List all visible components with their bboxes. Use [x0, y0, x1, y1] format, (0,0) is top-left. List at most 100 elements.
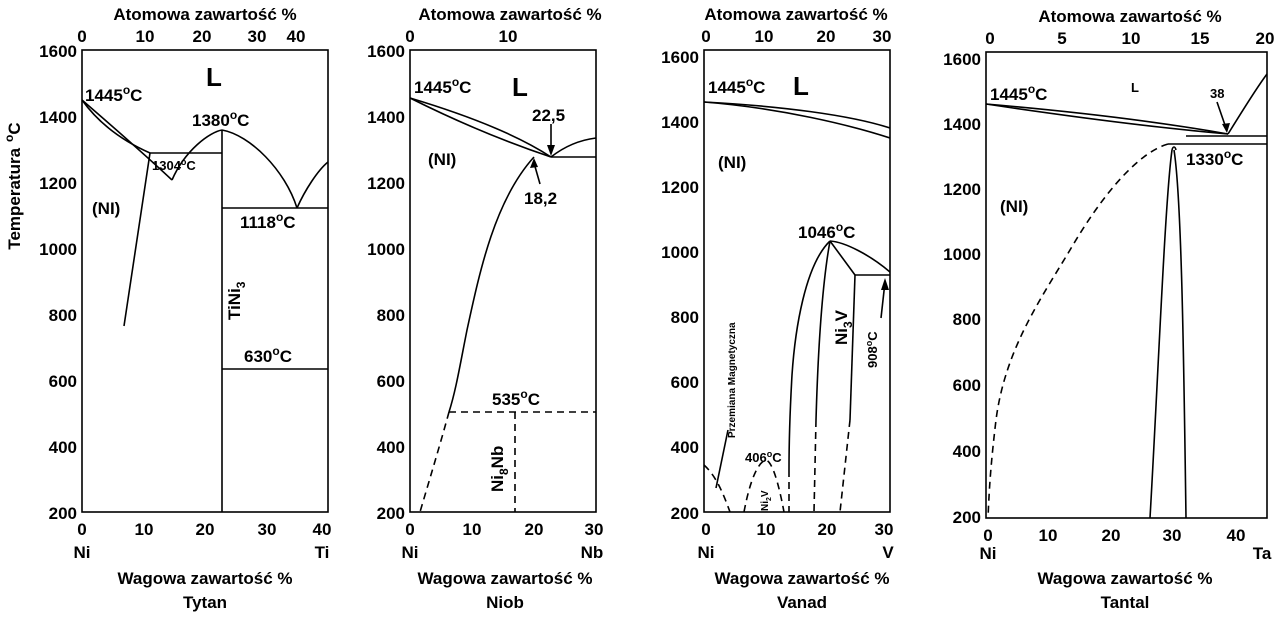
solidus-left: [81, 99, 151, 154]
top-tick: 10: [136, 27, 155, 46]
top-tick: 10: [755, 27, 774, 46]
y-tick-labels: 1600 1400 1200 1000 800 600 400 200: [367, 42, 405, 523]
liquidus: [409, 97, 552, 158]
y-tick-600: 600: [377, 372, 405, 391]
solvus-dashed: [987, 143, 1169, 519]
bottom-tick: 30: [258, 520, 277, 539]
top-tick: 10: [1122, 29, 1141, 48]
y-tick-1600: 1600: [39, 42, 77, 61]
bottom-tick: 30: [875, 520, 894, 539]
bottom-tick: 30: [1163, 526, 1182, 545]
y-tick-1400: 1400: [367, 108, 405, 127]
bottom-tick-labels: 0 10 20 30 40: [77, 520, 331, 539]
y-tick-400: 400: [49, 438, 77, 457]
label-liquid: L: [206, 62, 222, 92]
arrow-head: [881, 278, 889, 290]
top-tick: 5: [1057, 29, 1066, 48]
ni3v-right: [849, 274, 856, 421]
y-tick-1600: 1600: [661, 48, 699, 67]
label-ni-phase: (NI): [718, 153, 746, 172]
y-tick-1000: 1000: [661, 243, 699, 262]
compound-left: [1149, 149, 1173, 519]
panel-niob: 1600 1400 1200 1000 800 600 400 200 Atom…: [367, 5, 603, 612]
label-1118: 1118oC: [240, 210, 296, 232]
y-tick-200: 200: [49, 504, 77, 523]
bottom-tick-labels: 0 10 20 30: [405, 520, 603, 539]
label-1304: 1304oC: [152, 157, 196, 173]
bottom-tick: 10: [1039, 526, 1058, 545]
arrow-38: [1216, 101, 1227, 129]
ni3v-right-top: [829, 240, 856, 276]
label-1380: 1380oC: [192, 108, 249, 130]
label-ni3v: Ni3V: [832, 309, 855, 345]
liquidus-right-b: [296, 161, 329, 209]
label-liquid: L: [1131, 80, 1139, 95]
top-tick: 30: [248, 27, 267, 46]
y-tick-1600: 1600: [943, 50, 981, 69]
y-tick-1000: 1000: [367, 240, 405, 259]
label-1445: 1445oC: [990, 82, 1047, 104]
top-axis-title: Atomowa zawartość %: [1038, 7, 1221, 26]
y-tick-1400: 1400: [943, 115, 981, 134]
y-tick-200: 200: [377, 504, 405, 523]
ni2v-dome: [743, 459, 785, 513]
bottom-axis-title: Wagowa zawartość %: [1037, 569, 1212, 588]
top-tick-labels: 0 5 10 15 20: [985, 29, 1274, 48]
label-1445: 1445oC: [708, 75, 765, 97]
y-tick-1000: 1000: [39, 240, 77, 259]
plot-frame: [703, 49, 891, 513]
top-tick: 10: [499, 27, 518, 46]
left-element-symbol: Ni: [698, 543, 715, 562]
label-535: 535oC: [492, 387, 540, 409]
arrow-head: [530, 158, 538, 168]
y-tick-1200: 1200: [39, 174, 77, 193]
label-ni2v: Ni2V: [760, 490, 773, 511]
y-tick-1400: 1400: [661, 113, 699, 132]
y-tick-1600: 1600: [367, 42, 405, 61]
bottom-axis-title: Wagowa zawartość %: [117, 569, 292, 588]
arrow-magnetic: [715, 429, 729, 489]
solidus: [985, 103, 1229, 135]
bottom-tick: 0: [983, 526, 992, 545]
right-element-symbol: Ta: [1253, 544, 1272, 563]
arrow-head: [547, 145, 555, 156]
bottom-tick-labels: 0 10 20 30: [701, 520, 893, 539]
plot-frame: [409, 49, 597, 513]
liquidus-left: [81, 99, 173, 181]
y-tick-1200: 1200: [661, 178, 699, 197]
top-tick: 15: [1191, 29, 1210, 48]
y-tick-600: 600: [49, 372, 77, 391]
y-tick-1000: 1000: [943, 245, 981, 264]
solvus: [448, 156, 535, 413]
svg-text:TemperaturaoC: TemperaturaoC: [2, 122, 24, 249]
top-tick: 20: [817, 27, 836, 46]
liquidus-right-a: [221, 129, 298, 209]
y-tick-1200: 1200: [367, 174, 405, 193]
y-tick-800: 800: [671, 308, 699, 327]
ni3v-inner-left-low: [813, 419, 817, 513]
label-ni8nb: Ni8Nb: [488, 446, 511, 492]
panel-tytan: 1600 1400 1200 1000 800 600 400 200 Atom…: [39, 5, 331, 612]
ni3v-right-low: [839, 419, 851, 513]
label-38: 38: [1210, 86, 1224, 101]
label-406: 406oC: [745, 449, 782, 465]
solvus-low: [419, 411, 450, 513]
bottom-tick: 20: [818, 520, 837, 539]
y-tick-400: 400: [377, 438, 405, 457]
svg-text:Ni2V: Ni2V: [760, 490, 773, 511]
label-liquid: L: [512, 72, 528, 102]
svg-text:Ni3V: Ni3V: [832, 309, 855, 345]
label-ni-phase: (NI): [92, 199, 120, 218]
element-name: Tytan: [183, 593, 227, 612]
element-name: Tantal: [1101, 593, 1150, 612]
top-tick-labels: 0 10: [405, 27, 517, 46]
top-tick: 0: [405, 27, 414, 46]
svg-text:TiNi3: TiNi3: [225, 281, 248, 320]
top-tick: 20: [193, 27, 212, 46]
panel-tantal: 1600 1400 1200 1000 800 600 400 200 Atom…: [943, 7, 1274, 612]
label-tini3: TiNi3: [225, 281, 248, 320]
top-tick: 20: [1256, 29, 1275, 48]
right-element-symbol: V: [882, 543, 894, 562]
plot-frame: [985, 51, 1268, 519]
